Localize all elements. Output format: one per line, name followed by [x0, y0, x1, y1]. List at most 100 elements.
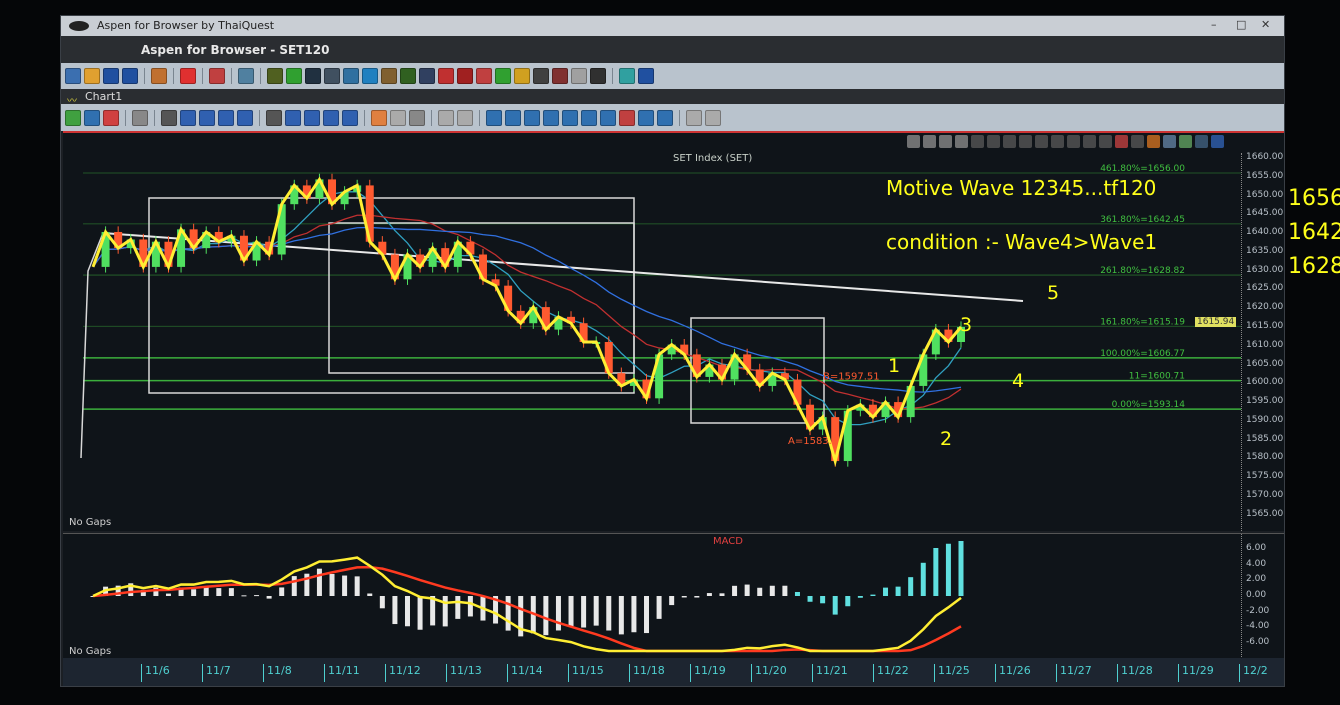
tb1-tool-28-icon[interactable] [552, 68, 568, 84]
tb2-tool-16-icon[interactable] [342, 109, 358, 126]
tb2-tool-15-icon[interactable] [323, 109, 339, 126]
tb1-tool-11-icon[interactable] [238, 68, 254, 84]
tb2-tool-4-icon[interactable] [132, 109, 148, 126]
tb1-tool-23-icon[interactable] [457, 68, 473, 84]
price-plot[interactable]: 461.80%=1656.00 361.80%=1642.45 261.80%=16… [63, 153, 1241, 531]
price-tick: 1630.00 [1246, 264, 1284, 275]
tb1-tool-2-icon[interactable] [103, 68, 119, 84]
tb1-tool-29-icon[interactable] [571, 68, 587, 84]
tb1-tool-22-icon[interactable] [438, 68, 454, 84]
tb1-tool-0-icon[interactable] [65, 68, 81, 84]
macd-plot[interactable] [63, 534, 1241, 659]
tb3-tool-19-icon[interactable] [1211, 135, 1224, 148]
tb1-tool-16-icon[interactable] [324, 68, 340, 84]
tb2-tool-14-icon[interactable] [304, 109, 320, 126]
tb3-tool-7-icon[interactable] [1019, 135, 1032, 148]
tb1-tool-3-icon[interactable] [122, 68, 138, 84]
candle [680, 344, 689, 355]
tb3-tool-9-icon[interactable] [1051, 135, 1064, 148]
tb3-tool-8-icon[interactable] [1035, 135, 1048, 148]
tb1-tool-20-icon[interactable] [400, 68, 416, 84]
tb3-tool-0-icon[interactable] [907, 135, 920, 148]
tb2-tool-34-icon[interactable] [657, 109, 673, 126]
tb2-tool-10-icon[interactable] [237, 109, 253, 126]
tb1-tool-19-icon[interactable] [381, 68, 397, 84]
tb3-tool-15-icon[interactable] [1147, 135, 1160, 148]
tb1-tool-26-icon[interactable] [514, 68, 530, 84]
tb3-tool-14-icon[interactable] [1131, 135, 1144, 148]
tb1-tool-27-icon[interactable] [533, 68, 549, 84]
tb1-tool-30-icon[interactable] [590, 68, 606, 84]
tb3-tool-16-icon[interactable] [1163, 135, 1176, 148]
tb2-tool-31-icon[interactable] [600, 109, 616, 126]
macd-histogram-bar [430, 596, 436, 626]
tb2-tool-19-icon[interactable] [390, 109, 406, 126]
tb2-tool-1-icon[interactable] [84, 109, 100, 126]
tb1-tool-15-icon[interactable] [305, 68, 321, 84]
tb1-tool-17-icon[interactable] [343, 68, 359, 84]
tb2-tool-8-icon[interactable] [199, 109, 215, 126]
tb3-tool-1-icon[interactable] [923, 135, 936, 148]
chart-tab[interactable]: 〰 Chart1 [61, 89, 1284, 107]
tb1-tool-1-icon[interactable] [84, 68, 100, 84]
tb2-tool-0-icon[interactable] [65, 109, 81, 126]
tb2-tool-26-icon[interactable] [505, 109, 521, 126]
macd-histogram-bar [140, 589, 146, 596]
candle [705, 364, 714, 377]
tb3-tool-18-icon[interactable] [1195, 135, 1208, 148]
tb2-tool-2-icon[interactable] [103, 109, 119, 126]
tb2-tool-20-icon[interactable] [409, 109, 425, 126]
tb3-tool-4-icon[interactable] [971, 135, 984, 148]
maximize-button[interactable]: □ [1236, 18, 1247, 31]
tb1-tool-33-icon[interactable] [638, 68, 654, 84]
close-button[interactable]: ✕ [1261, 18, 1271, 31]
macd-histogram-bar [455, 596, 461, 619]
tb2-tool-27-icon[interactable] [524, 109, 540, 126]
tb2-tool-29-icon[interactable] [562, 109, 578, 126]
minimize-button[interactable]: – [1211, 18, 1217, 31]
tb2-tool-9-icon[interactable] [218, 109, 234, 126]
tb3-tool-11-icon[interactable] [1083, 135, 1096, 148]
tb2-tool-23-icon[interactable] [457, 109, 473, 126]
tb2-tool-33-icon[interactable] [638, 109, 654, 126]
tb2-tool-32-icon[interactable] [619, 109, 635, 126]
tb2-tool-28-icon[interactable] [543, 109, 559, 126]
tb3-tool-12-icon[interactable] [1099, 135, 1112, 148]
tb3-tool-2-icon[interactable] [939, 135, 952, 148]
tb3-tool-6-icon[interactable] [1003, 135, 1016, 148]
tb1-tool-14-icon[interactable] [286, 68, 302, 84]
tb3-tool-13-icon[interactable] [1115, 135, 1128, 148]
tb1-tool-21-icon[interactable] [419, 68, 435, 84]
tb1-tool-32-icon[interactable] [619, 68, 635, 84]
tb3-tool-3-icon[interactable] [955, 135, 968, 148]
tb3-tool-17-icon[interactable] [1179, 135, 1192, 148]
price-axis[interactable]: 1660.00 1655.00 1650.00 1645.00 1640.00 1635.… [1195, 152, 1284, 531]
tb2-tool-7-icon[interactable] [180, 109, 196, 126]
tb1-tool-9-icon[interactable] [209, 68, 225, 84]
tb1-tool-24-icon[interactable] [476, 68, 492, 84]
tb2-tool-37-icon[interactable] [705, 109, 721, 126]
price-chart-panel[interactable]: SET Index (SET) 461.80%=1656.00 361.80%=1… [63, 131, 1284, 531]
target-1628: 1628 [1288, 254, 1340, 279]
browser-title: Aspen for Browser by ThaiQuest [97, 19, 275, 32]
tb2-tool-13-icon[interactable] [285, 109, 301, 126]
tb2-tool-6-icon[interactable] [161, 109, 177, 126]
tb1-tool-7-icon[interactable] [180, 68, 196, 84]
tb3-tool-5-icon[interactable] [987, 135, 1000, 148]
tb1-tool-13-icon[interactable] [267, 68, 283, 84]
candle [453, 241, 462, 267]
tb2-tool-25-icon[interactable] [486, 109, 502, 126]
tb1-tool-5-icon[interactable] [151, 68, 167, 84]
tb2-tool-18-icon[interactable] [371, 109, 387, 126]
tb3-tool-10-icon[interactable] [1067, 135, 1080, 148]
macd-panel[interactable]: MACD 6.00 4.00 2.00 0.00 -2.00 -4.00 -6.00 No … [63, 533, 1284, 659]
tb2-tool-22-icon[interactable] [438, 109, 454, 126]
tb2-tool-30-icon[interactable] [581, 109, 597, 126]
tb1-tool-25-icon[interactable] [495, 68, 511, 84]
annotation-line-2: condition :- Wave4>Wave1 [886, 230, 1158, 254]
app-title-bar: Aspen for Browser - SET120 [61, 36, 1284, 63]
tb2-tool-12-icon[interactable] [266, 109, 282, 126]
tb2-tool-36-icon[interactable] [686, 109, 702, 126]
tb1-tool-18-icon[interactable] [362, 68, 378, 84]
date-axis[interactable]: 11/6 11/7 11/8 11/11 11/12 11/13 11/14 11/15 11/… [63, 658, 1284, 686]
